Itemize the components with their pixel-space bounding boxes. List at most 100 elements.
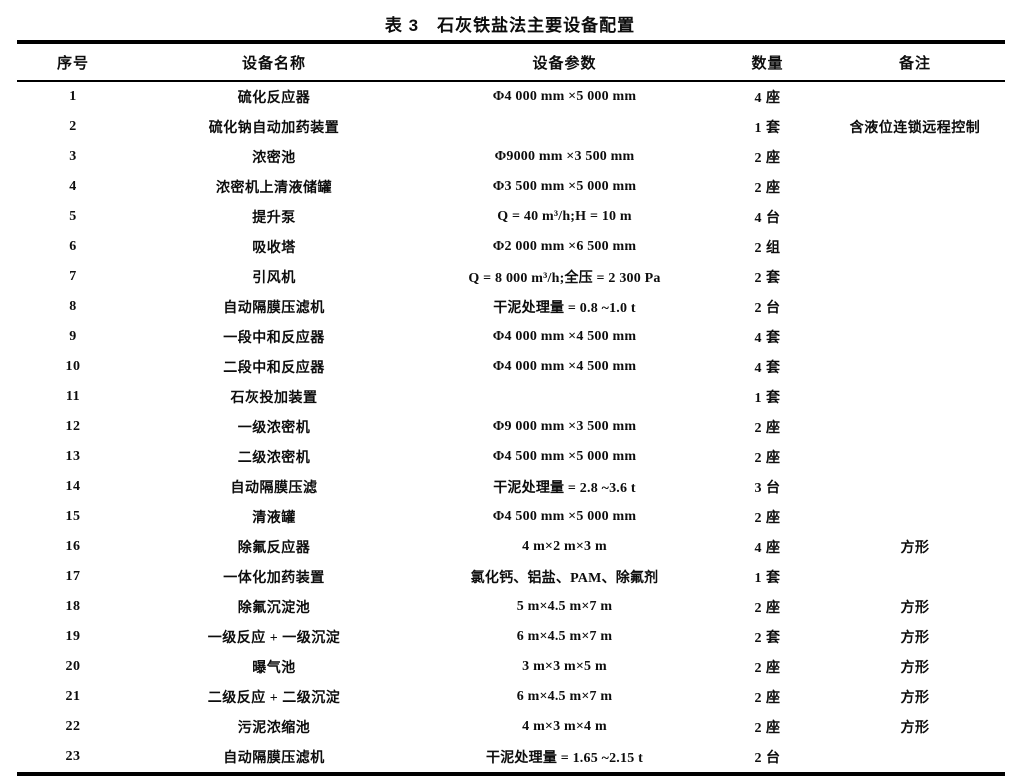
cell-quantity: 2 座 [754, 661, 781, 676]
cell-quantity: 2 组 [754, 241, 781, 256]
table-title: 表 3 石灰铁盐法主要设备配置 [384, 16, 636, 35]
cell-remarks [825, 202, 1005, 232]
cell-equipment-params: 6 m×4.5 m×7 m [516, 689, 613, 704]
table-row: 13 二级浓密机 Φ4 500 mm ×5 000 mm 2 座 [17, 442, 1005, 472]
cell-serial-number: 8 [69, 299, 77, 314]
cell-remarks [825, 472, 1005, 502]
cell-serial-number: 1 [69, 89, 77, 104]
cell-equipment-params: 6 m×4.5 m×7 m [516, 629, 613, 644]
table-row: 23 自动隔膜压滤机 干泥处理量 = 1.65 ~2.15 t 2 台 [17, 742, 1005, 774]
cell-equipment-name: 一体化加药装置 [223, 571, 325, 586]
cell-remarks [825, 562, 1005, 592]
cell-equipment-params: Φ4 500 mm ×5 000 mm [492, 449, 637, 464]
cell-remarks [825, 172, 1005, 202]
header-serial-number: 序号 [56, 55, 89, 72]
cell-equipment-params: Φ4 500 mm ×5 000 mm [492, 509, 637, 524]
table-row: 3 浓密池 Φ9000 mm ×3 500 mm 2 座 [17, 142, 1005, 172]
cell-quantity: 4 台 [754, 211, 781, 226]
header-remarks: 备注 [898, 55, 931, 72]
cell-equipment-params: Φ4 000 mm ×4 500 mm [492, 329, 637, 344]
cell-equipment-name: 曝气池 [252, 661, 296, 676]
cell-equipment-name: 二级浓密机 [237, 451, 311, 466]
table-row: 18 除氟沉淀池 5 m×4.5 m×7 m 2 座 方形 [17, 592, 1005, 622]
cell-equipment-params [419, 382, 710, 412]
cell-remarks: 方形 [900, 541, 930, 556]
cell-serial-number: 13 [65, 449, 81, 464]
cell-equipment-name: 自动隔膜压滤 [230, 481, 318, 496]
cell-equipment-params: 干泥处理量 = 1.65 ~2.15 t [486, 751, 643, 766]
cell-equipment-name: 污泥浓缩池 [237, 721, 311, 736]
cell-remarks [825, 502, 1005, 532]
header-row: 序号 设备名称 设备参数 数量 备注 [17, 42, 1005, 81]
cell-quantity: 4 套 [754, 361, 781, 376]
cell-quantity: 2 座 [754, 511, 781, 526]
cell-remarks [825, 442, 1005, 472]
cell-quantity: 2 座 [754, 181, 781, 196]
cell-quantity: 2 台 [754, 751, 781, 766]
cell-serial-number: 4 [69, 179, 77, 194]
cell-equipment-params: 4 m×2 m×3 m [522, 539, 607, 554]
cell-serial-number: 15 [65, 509, 81, 524]
header-equipment-name: 设备名称 [241, 55, 306, 72]
cell-serial-number: 6 [69, 239, 77, 254]
cell-quantity: 2 套 [754, 271, 781, 286]
cell-equipment-name: 硫化反应器 [237, 91, 311, 106]
cell-serial-number: 10 [65, 359, 81, 374]
table-row: 2 硫化钠自动加药装置 1 套 含液位连锁远程控制 [17, 112, 1005, 142]
header-equipment-params: 设备参数 [532, 55, 597, 72]
cell-equipment-name: 自动隔膜压滤机 [223, 751, 325, 766]
table-row: 10 二段中和反应器 Φ4 000 mm ×4 500 mm 4 套 [17, 352, 1005, 382]
cell-remarks [825, 382, 1005, 412]
cell-equipment-params: Φ3 500 mm ×5 000 mm [492, 179, 637, 194]
cell-serial-number: 17 [65, 569, 81, 584]
cell-quantity: 2 座 [754, 451, 781, 466]
table-row: 7 引风机 Q = 8 000 m³/h;全压 = 2 300 Pa 2 套 [17, 262, 1005, 292]
cell-equipment-name: 清液罐 [252, 511, 296, 526]
cell-remarks: 方形 [900, 691, 930, 706]
table-row: 19 一级反应 + 一级沉淀 6 m×4.5 m×7 m 2 套 方形 [17, 622, 1005, 652]
table-row: 6 吸收塔 Φ2 000 mm ×6 500 mm 2 组 [17, 232, 1005, 262]
table-row: 16 除氟反应器 4 m×2 m×3 m 4 座 方形 [17, 532, 1005, 562]
cell-quantity: 3 台 [754, 481, 781, 496]
equipment-table: 序号 设备名称 设备参数 数量 备注 1 硫化反应器 Φ4 000 mm ×5 00… [17, 40, 1005, 776]
cell-equipment-name: 吸收塔 [252, 241, 296, 256]
cell-remarks: 方形 [900, 661, 930, 676]
cell-remarks [825, 352, 1005, 382]
cell-equipment-params: Φ4 000 mm ×5 000 mm [492, 89, 637, 104]
cell-serial-number: 5 [69, 209, 77, 224]
cell-remarks [825, 292, 1005, 322]
cell-quantity: 2 座 [754, 691, 781, 706]
cell-serial-number: 9 [69, 329, 77, 344]
cell-equipment-params: 5 m×4.5 m×7 m [516, 599, 613, 614]
cell-equipment-params: Φ9000 mm ×3 500 mm [494, 149, 635, 164]
cell-serial-number: 21 [65, 689, 81, 704]
cell-quantity: 4 套 [754, 331, 781, 346]
table-body: 1 硫化反应器 Φ4 000 mm ×5 000 mm 4 座 2 硫化钠自动加药装置 1 … [17, 81, 1005, 774]
cell-equipment-name: 一级反应 + 一级沉淀 [207, 631, 341, 646]
cell-serial-number: 18 [65, 599, 81, 614]
cell-serial-number: 3 [69, 149, 77, 164]
cell-serial-number: 14 [65, 479, 81, 494]
cell-serial-number: 11 [65, 389, 81, 404]
cell-quantity: 2 座 [754, 421, 781, 436]
cell-equipment-params: Q = 40 m³/h;H = 10 m [497, 209, 632, 224]
cell-quantity: 2 台 [754, 301, 781, 316]
cell-serial-number: 2 [69, 119, 77, 134]
cell-remarks [825, 262, 1005, 292]
cell-equipment-name: 一段中和反应器 [223, 331, 325, 346]
cell-equipment-name: 浓密池 [252, 151, 296, 166]
cell-equipment-params: Φ2 000 mm ×6 500 mm [492, 239, 637, 254]
cell-remarks: 含液位连锁远程控制 [849, 121, 981, 136]
table-row: 22 污泥浓缩池 4 m×3 m×4 m 2 座 方形 [17, 712, 1005, 742]
table-row: 4 浓密机上清液储罐 Φ3 500 mm ×5 000 mm 2 座 [17, 172, 1005, 202]
cell-equipment-params: Q = 8 000 m³/h;全压 = 2 300 Pa [468, 271, 661, 286]
cell-quantity: 1 套 [754, 571, 781, 586]
cell-equipment-params: 4 m×3 m×4 m [522, 719, 607, 734]
cell-equipment-name: 一级浓密机 [237, 421, 311, 436]
cell-remarks [825, 81, 1005, 112]
cell-equipment-name: 石灰投加装置 [230, 391, 318, 406]
cell-equipment-params: 氯化钙、铝盐、PAM、除氟剂 [470, 571, 659, 586]
cell-quantity: 1 套 [754, 121, 781, 136]
cell-quantity: 2 座 [754, 601, 781, 616]
cell-quantity: 2 座 [754, 721, 781, 736]
